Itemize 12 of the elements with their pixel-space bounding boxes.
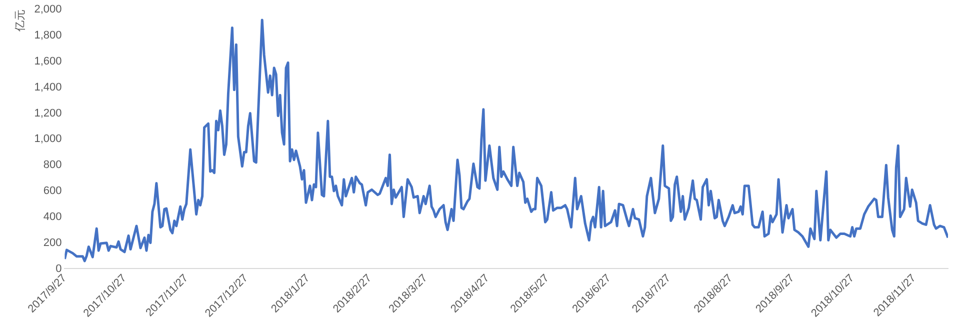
y-tick-label: 800	[43, 159, 62, 172]
y-tick-label: 1,800	[34, 30, 62, 42]
y-tick-label: 1,000	[34, 133, 62, 146]
y-axis-title: 亿元	[13, 10, 26, 33]
y-tick-label: 2,000	[34, 4, 62, 16]
y-tick-label: 1,400	[34, 81, 62, 94]
y-tick-label: 1,600	[34, 55, 62, 68]
y-tick-label: 600	[43, 185, 62, 198]
y-tick-label: 200	[43, 236, 62, 249]
y-tick-label: 0	[56, 262, 62, 275]
y-tick-label: 1,200	[34, 107, 62, 120]
y-tick-label: 400	[43, 210, 62, 223]
